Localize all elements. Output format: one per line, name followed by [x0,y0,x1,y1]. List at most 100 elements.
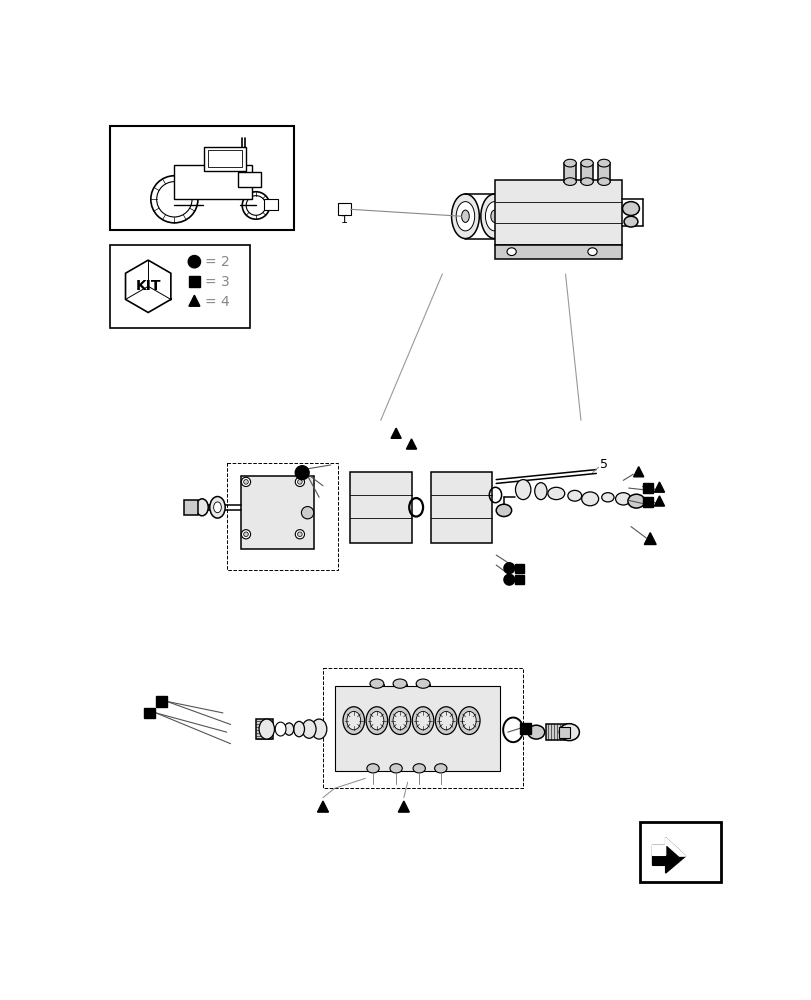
Bar [204,147,245,171]
Ellipse shape [506,248,516,256]
Ellipse shape [295,530,304,539]
Ellipse shape [151,176,198,223]
Ellipse shape [581,492,598,506]
Ellipse shape [458,707,479,734]
Ellipse shape [370,679,384,688]
Bar [208,150,242,167]
Ellipse shape [534,483,547,500]
Polygon shape [391,428,401,438]
Bar [109,245,250,328]
Ellipse shape [301,507,313,519]
Ellipse shape [515,480,530,500]
Polygon shape [652,838,684,873]
Circle shape [504,563,514,574]
Bar [226,463,338,570]
Ellipse shape [415,679,430,688]
Ellipse shape [213,502,221,513]
Bar [494,180,621,245]
Ellipse shape [195,499,208,516]
Ellipse shape [622,202,639,215]
Ellipse shape [624,216,637,227]
Ellipse shape [485,202,504,231]
Ellipse shape [587,248,596,256]
Bar [431,472,491,543]
Ellipse shape [564,178,576,185]
Ellipse shape [461,711,475,730]
Ellipse shape [597,159,609,167]
Ellipse shape [388,707,410,734]
Polygon shape [654,482,663,492]
Ellipse shape [389,764,401,773]
Text: = 3: = 3 [205,275,230,289]
Bar [514,575,523,584]
Ellipse shape [601,493,613,502]
Ellipse shape [415,711,430,730]
Bar [174,165,251,199]
Polygon shape [633,467,643,477]
Bar [156,696,166,707]
Bar [514,564,523,573]
Bar [334,686,500,771]
Bar [184,500,198,515]
Ellipse shape [451,194,478,239]
Polygon shape [643,533,655,545]
Ellipse shape [527,725,544,739]
Bar [559,727,569,738]
Polygon shape [398,801,409,812]
Ellipse shape [241,530,251,539]
Text: = 2: = 2 [205,255,230,269]
Text: KIT: KIT [135,279,161,293]
Ellipse shape [157,182,192,217]
Text: 5: 5 [599,458,607,471]
Bar [642,483,652,493]
Ellipse shape [294,721,304,737]
Ellipse shape [439,711,453,730]
Bar [597,163,609,182]
Polygon shape [654,496,663,506]
Ellipse shape [209,497,225,518]
Ellipse shape [456,202,474,231]
Bar [109,126,294,230]
Ellipse shape [346,711,360,730]
Ellipse shape [275,722,285,736]
Ellipse shape [295,477,304,487]
Circle shape [188,256,200,268]
Bar [564,163,576,182]
Bar [520,723,530,734]
Ellipse shape [370,711,384,730]
Ellipse shape [413,764,425,773]
Ellipse shape [627,494,644,508]
Ellipse shape [243,480,248,484]
Ellipse shape [597,178,609,185]
Ellipse shape [311,719,326,739]
Ellipse shape [547,487,564,500]
Bar [494,245,621,259]
Polygon shape [406,439,416,449]
Ellipse shape [297,480,302,484]
Ellipse shape [259,719,274,739]
Ellipse shape [580,159,593,167]
Ellipse shape [246,196,265,215]
Ellipse shape [490,210,498,222]
Circle shape [504,574,514,585]
Polygon shape [189,295,200,306]
Bar [255,719,272,739]
Ellipse shape [564,159,576,167]
Ellipse shape [241,477,251,487]
Ellipse shape [559,724,579,741]
Ellipse shape [461,210,469,222]
Ellipse shape [366,707,387,734]
Ellipse shape [567,490,581,501]
Ellipse shape [615,493,630,505]
Circle shape [295,466,309,480]
Bar [238,172,261,187]
Polygon shape [317,801,328,812]
Bar [338,203,350,215]
Text: 1: 1 [341,215,348,225]
Text: = 4: = 4 [205,295,230,309]
Ellipse shape [496,504,511,517]
Ellipse shape [242,192,269,219]
Bar [189,276,200,287]
Bar [323,668,522,788]
Bar [639,822,720,882]
